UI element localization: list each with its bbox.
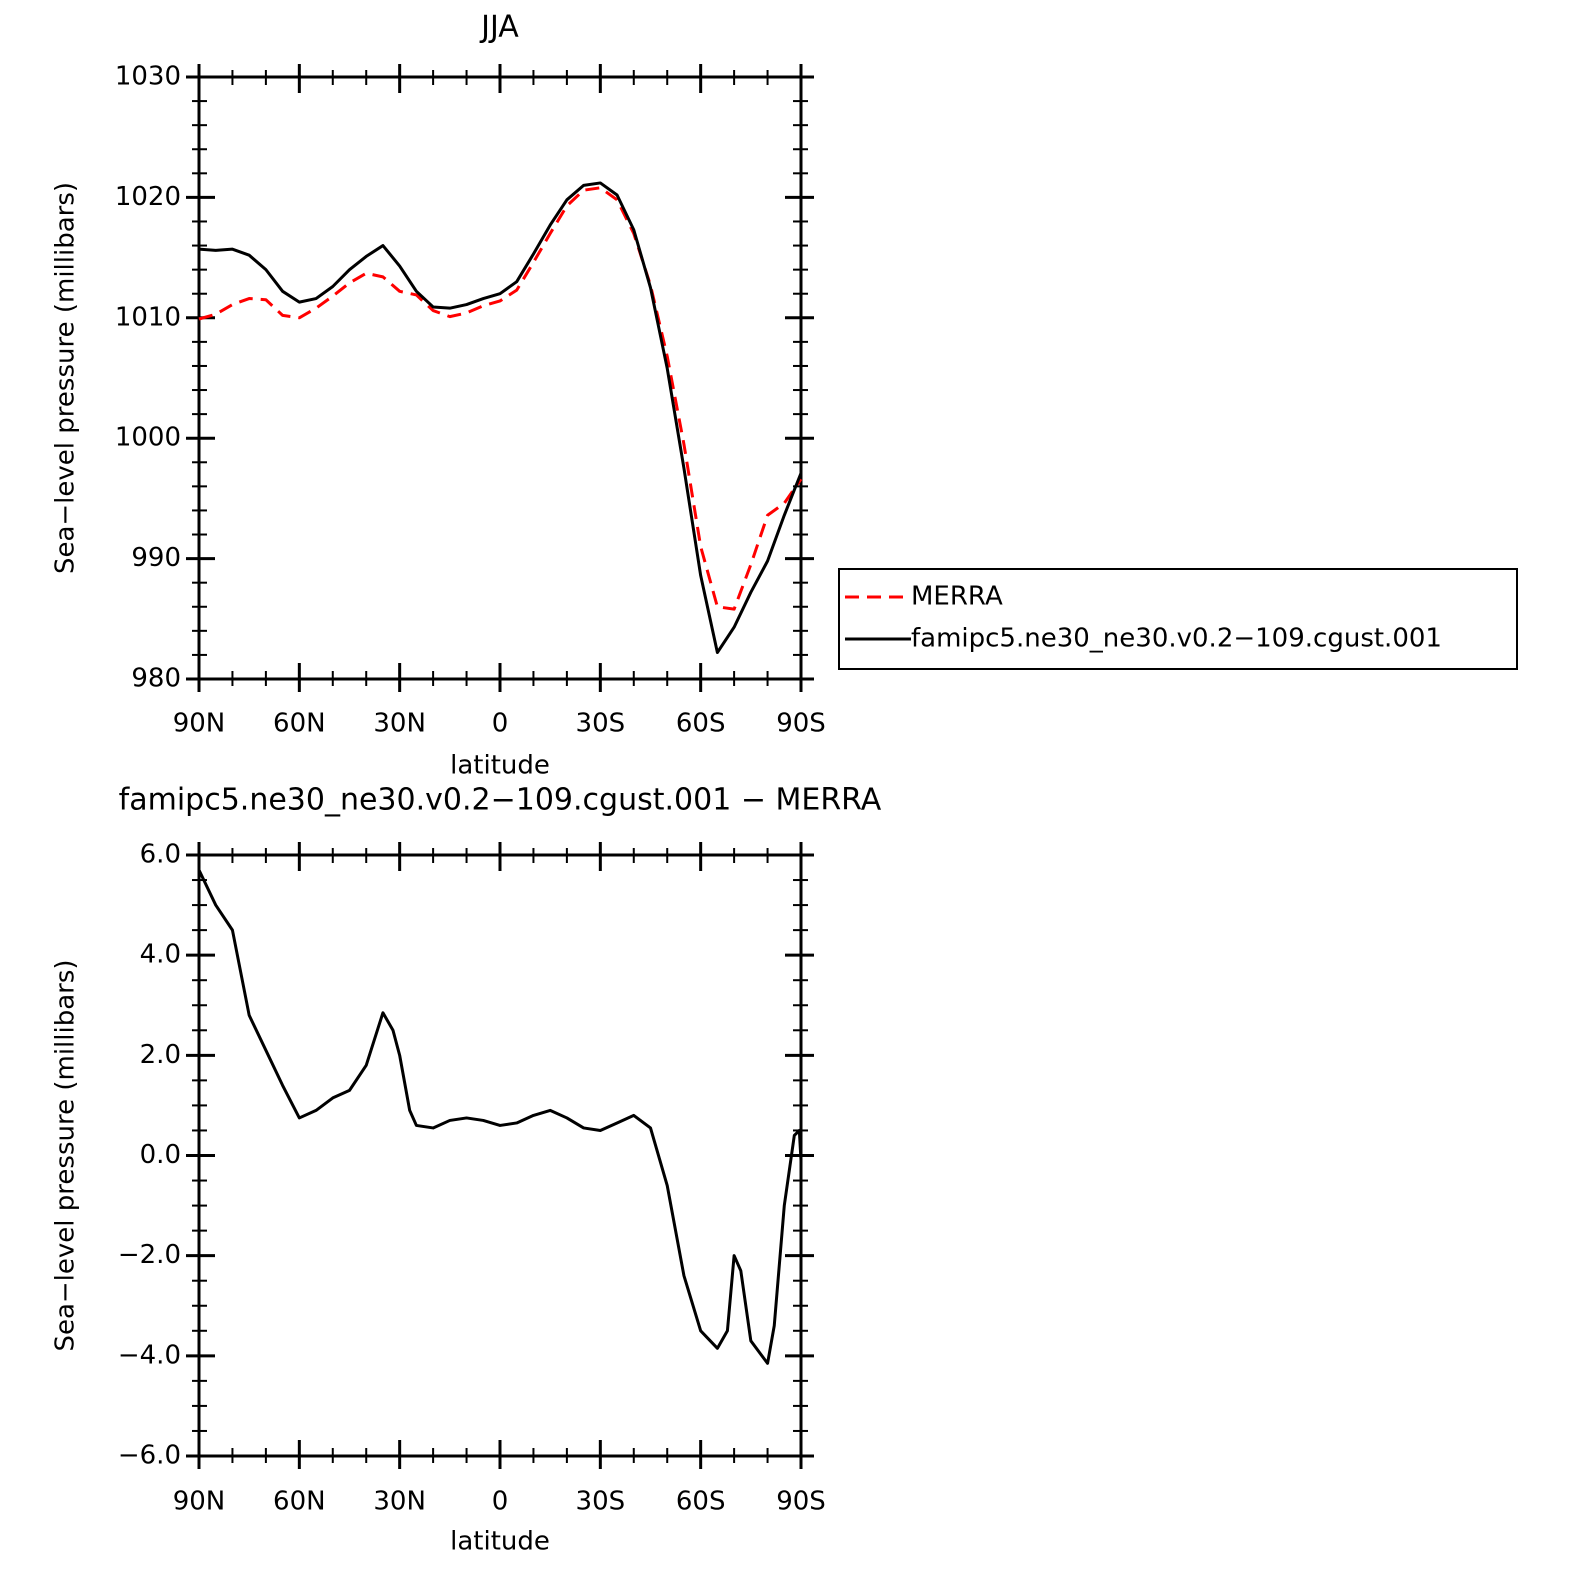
x-tick-label: 90N — [173, 709, 226, 739]
y-tick-label: 1000 — [115, 423, 181, 453]
x-tick-label: 90S — [776, 709, 826, 739]
data-line — [198, 181, 803, 655]
y-axis-label: Sea−level pressure (millibars) — [51, 959, 81, 1351]
y-tick-label: 0.0 — [140, 1140, 181, 1170]
y-tick-label: −4.0 — [118, 1340, 181, 1370]
y-tick-label: −6.0 — [118, 1441, 181, 1471]
x-tick-label: 30N — [373, 1487, 426, 1517]
data-line — [198, 186, 803, 611]
legend-label: MERRA — [911, 582, 1003, 612]
y-axis-label: Sea−level pressure (millibars) — [51, 182, 81, 574]
x-tick-label: 60N — [273, 1487, 326, 1517]
x-tick-label: 60S — [676, 709, 726, 739]
plot-frame — [197, 853, 803, 1458]
x-tick-label: 0 — [492, 1487, 509, 1517]
x-axis-label: latitude — [450, 1527, 550, 1557]
y-tick-label: 1020 — [115, 182, 181, 212]
x-tick-label: 60N — [273, 709, 326, 739]
x-tick-label: 30N — [373, 709, 426, 739]
legend-label: famipc5.ne30_ne30.v0.2−109.cgust.001 — [911, 624, 1442, 654]
x-tick-label: 0 — [492, 709, 509, 739]
y-tick-label: 6.0 — [140, 840, 181, 870]
y-tick-label: 1010 — [115, 302, 181, 332]
chart-title: JJA — [479, 10, 519, 45]
x-axis-label: latitude — [450, 751, 550, 781]
y-tick-label: 4.0 — [140, 940, 181, 970]
x-tick-label: 30S — [576, 1487, 626, 1517]
x-tick-label: 30S — [576, 709, 626, 739]
y-tick-label: 990 — [131, 543, 181, 573]
y-tick-label: 1030 — [115, 62, 181, 92]
legend-box — [838, 568, 1518, 670]
y-tick-label: −2.0 — [118, 1240, 181, 1270]
plot-frame — [197, 75, 803, 681]
y-tick-label: 980 — [131, 664, 181, 694]
x-tick-label: 90S — [776, 1487, 826, 1517]
x-tick-label: 90N — [173, 1487, 226, 1517]
data-line — [197, 869, 803, 1365]
x-tick-label: 60S — [676, 1487, 726, 1517]
y-tick-label: 2.0 — [140, 1040, 181, 1070]
chart-title: famipc5.ne30_ne30.v0.2−109.cgust.001 − M… — [119, 783, 882, 818]
